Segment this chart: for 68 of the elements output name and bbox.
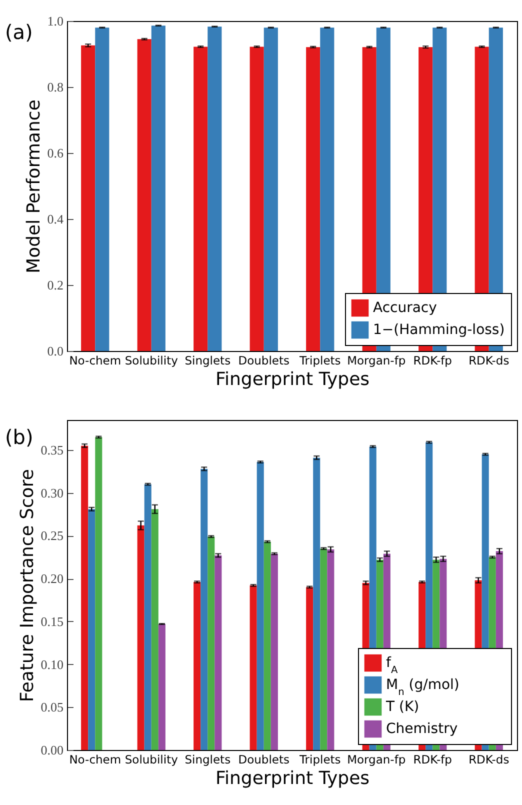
bar [137, 525, 144, 750]
legend-label: 1−(Hamming-loss) [373, 322, 505, 338]
bar [270, 554, 278, 750]
bar [208, 536, 215, 750]
x-axis-title: Fingerprint Types [215, 369, 370, 390]
legend-label: Chemistry [386, 721, 458, 737]
x-tick-label: No-chem [69, 752, 122, 766]
bar [327, 549, 334, 750]
bar [208, 26, 222, 351]
legend-label: M$_{n}$ (g/mol) [386, 677, 460, 698]
bar [158, 624, 166, 750]
x-tick-label: Doublets [238, 354, 290, 368]
y-tick-label: 0.4 [47, 212, 64, 226]
x-tick-label: No-chem [69, 354, 122, 368]
bar [137, 39, 152, 351]
x-tick-label: RDK-ds [468, 354, 510, 368]
y-tick-label: 0.20 [40, 571, 64, 586]
bar [264, 542, 271, 750]
bar [81, 45, 96, 351]
y-axis-title: Feature Importance Score [16, 468, 38, 702]
bar [95, 28, 110, 351]
bar [194, 582, 201, 750]
bar [151, 26, 166, 351]
y-tick-label: 0.6 [47, 146, 64, 160]
bar [256, 462, 264, 750]
x-tick-label: Solubility [124, 354, 178, 368]
x-tick-label: Triplets [298, 354, 341, 368]
bar [250, 46, 264, 351]
legend-label: T (K) [385, 699, 420, 715]
y-tick-label: 0.10 [40, 656, 64, 672]
bar [214, 555, 222, 750]
y-tick-label: 0.00 [40, 742, 64, 758]
bar [95, 437, 102, 750]
x-tick-label: Solubility [124, 752, 178, 766]
x-tick-label: Singlets [184, 354, 231, 368]
y-tick-label: 0.05 [40, 700, 64, 715]
bar [264, 28, 278, 351]
bar [320, 28, 334, 351]
x-tick-label: Singlets [184, 752, 231, 766]
legend-label: Accuracy [373, 300, 437, 316]
bar [306, 587, 314, 750]
y-tick-label: 0.15 [40, 614, 64, 629]
x-tick-label: Triplets [298, 752, 341, 766]
x-axis-title: Fingerprint Types [215, 768, 370, 789]
bar [200, 468, 208, 750]
x-tick-label: RDK-fp [413, 354, 452, 368]
chart-title: (a) [5, 20, 33, 44]
bar [320, 548, 328, 750]
y-axis-title: Model Performance [23, 100, 44, 274]
x-tick-label: RDK-fp [413, 752, 452, 766]
y-tick-label: 0.30 [40, 485, 64, 500]
y-tick-label: 0.35 [40, 442, 64, 458]
x-tick-label: Morgan-fp [347, 752, 406, 766]
y-tick-label: 0.0 [47, 344, 64, 358]
bar [151, 509, 158, 750]
y-tick-label: 0.2 [47, 278, 64, 292]
bar [194, 46, 208, 351]
x-tick-label: RDK-ds [468, 752, 510, 766]
legend-label: f$_{A}$ [386, 655, 398, 676]
bar [250, 585, 257, 750]
chart-title: (b) [5, 425, 34, 449]
bar [306, 47, 320, 351]
x-tick-label: Doublets [238, 752, 290, 766]
x-tick-label: Morgan-fp [347, 354, 406, 368]
bar [144, 484, 152, 750]
y-tick-label: 0.25 [40, 528, 64, 544]
y-tick-label: 0.8 [47, 80, 64, 94]
y-tick-label: 1.0 [47, 14, 64, 28]
